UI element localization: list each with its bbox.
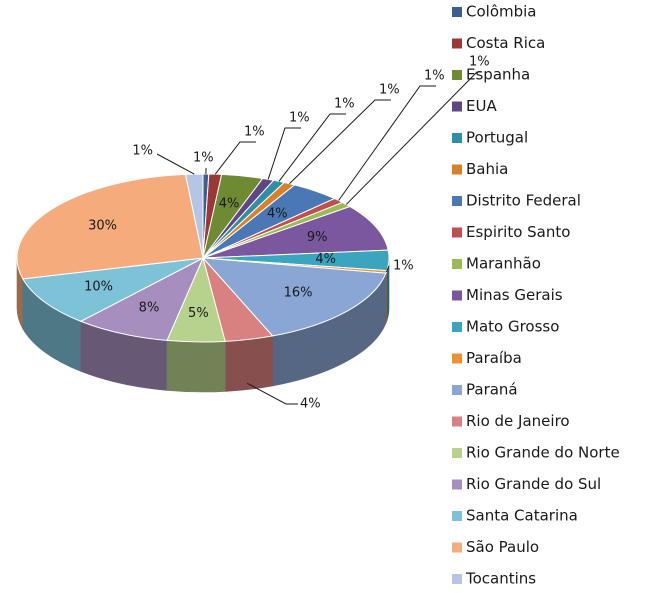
legend-label-eua: EUA bbox=[466, 97, 497, 115]
legend-label-santa-catarina: Santa Catarina bbox=[466, 507, 578, 525]
data-label-rio-grande-do-norte: 5% bbox=[188, 306, 209, 321]
legend-label-bahia: Bahia bbox=[466, 160, 508, 178]
pie-depth bbox=[16, 257, 390, 393]
leader-maranhao bbox=[345, 71, 481, 205]
leader-eua bbox=[267, 127, 301, 180]
legend-label-distrito-federal: Distrito Federal bbox=[466, 192, 581, 210]
leader-tocantins bbox=[156, 153, 195, 175]
legend-label-rio-grande-do-norte: Rio Grande do Norte bbox=[466, 444, 620, 462]
legend-swatch-paraiba bbox=[452, 353, 462, 364]
legend-swatch-bahia bbox=[452, 164, 462, 175]
data-label-tocantins: 1% bbox=[132, 144, 153, 159]
legend-label-sao-paulo: São Paulo bbox=[466, 538, 539, 556]
leader-espirito-santo bbox=[338, 85, 436, 201]
legend-label-parana: Paraná bbox=[466, 381, 518, 399]
data-label-espanha: 4% bbox=[219, 196, 240, 211]
data-label-eua: 1% bbox=[289, 111, 310, 126]
data-label-minas-gerais: 9% bbox=[307, 230, 328, 245]
legend-label-espanha: Espanha bbox=[466, 66, 530, 84]
data-label-rio-de-janeiro: 4% bbox=[300, 397, 321, 412]
legend-swatch-distrito-federal bbox=[452, 196, 462, 206]
slice-side-rio-de-janeiro bbox=[224, 335, 273, 392]
data-label-costa-rica: 1% bbox=[244, 125, 265, 140]
data-label-maranhao: 1% bbox=[469, 55, 490, 70]
legend-swatch-portugal bbox=[452, 133, 462, 143]
legend-swatch-rio-grande-do-sul bbox=[452, 479, 462, 490]
legend-swatch-santa-catarina bbox=[452, 511, 462, 521]
slice-parana bbox=[201, 257, 387, 337]
slice-tocantins bbox=[184, 173, 204, 259]
leader-bahia bbox=[289, 99, 391, 184]
legend-swatch-sao-paulo bbox=[452, 542, 462, 553]
legend-label-portugal: Portugal bbox=[466, 129, 528, 147]
legend-swatch-espanha bbox=[452, 70, 462, 80]
legend: Colômbia Costa Rica Espanha EUA Portugal Bahi… bbox=[452, 3, 620, 588]
data-label-bahia: 1% bbox=[379, 83, 400, 98]
data-label-sao-paulo: 30% bbox=[88, 219, 117, 234]
legend-swatch-tocantins bbox=[452, 574, 462, 584]
data-label-distrito-federal: 4% bbox=[267, 206, 288, 221]
legend-label-rio-grande-do-sul: Rio Grande do Sul bbox=[466, 475, 601, 493]
leader-paraiba bbox=[385, 265, 390, 273]
leader-costa-rica bbox=[214, 141, 256, 175]
slice-minas-gerais bbox=[202, 205, 389, 259]
data-label-colombia: 1% bbox=[193, 151, 214, 166]
slice-sao-paulo bbox=[16, 173, 204, 280]
legend-label-paraiba: Paraíba bbox=[466, 349, 522, 367]
legend-swatch-rio-grande-do-norte bbox=[452, 448, 462, 458]
data-label-paraiba: 1% bbox=[393, 259, 414, 274]
legend-swatch-mato-grosso bbox=[452, 322, 462, 332]
data-label-rio-grande-do-sul: 8% bbox=[139, 300, 160, 315]
data-label-parana: 16% bbox=[284, 286, 313, 301]
legend-swatch-rio-de-janeiro bbox=[452, 416, 462, 427]
data-labels: 4% 4% 9% 4% 16% 5% 8% 10% 30% 1% 1% 1% 1% 1% 1% 1% 1% 1% 4… bbox=[84, 55, 490, 412]
legend-label-maranhao: Maranhão bbox=[466, 255, 541, 273]
leader-portugal bbox=[278, 113, 346, 182]
data-label-portugal: 1% bbox=[334, 97, 355, 112]
legend-swatch-colombia bbox=[452, 7, 462, 17]
leader-rio-de-janeiro bbox=[247, 382, 298, 405]
data-label-mato-grosso: 4% bbox=[315, 252, 336, 267]
legend-label-costa-rica: Costa Rica bbox=[466, 34, 545, 52]
legend-swatch-costa-rica bbox=[452, 38, 462, 49]
legend-label-mato-grosso: Mato Grosso bbox=[466, 318, 559, 336]
slice-side-rio-grande-do-norte bbox=[166, 340, 226, 393]
legend-label-colombia: Colômbia bbox=[466, 3, 537, 21]
legend-swatch-minas-gerais bbox=[452, 290, 462, 301]
legend-label-espirito-santo: Espirito Santo bbox=[466, 223, 570, 241]
legend-swatch-eua bbox=[452, 101, 462, 112]
slice-rio-grande-do-sul bbox=[79, 256, 205, 341]
legend-label-tocantins: Tocantins bbox=[465, 570, 536, 588]
data-label-espirito-santo: 1% bbox=[424, 69, 445, 84]
data-label-santa-catarina: 10% bbox=[84, 280, 113, 295]
legend-label-rio-de-janeiro: Rio de Janeiro bbox=[466, 412, 570, 430]
legend-swatch-espirito-santo bbox=[452, 227, 462, 238]
legend-swatch-maranhao bbox=[452, 259, 462, 269]
legend-swatch-parana bbox=[452, 385, 462, 395]
legend-label-minas-gerais: Minas Gerais bbox=[466, 286, 563, 304]
pie-top bbox=[16, 173, 390, 343]
